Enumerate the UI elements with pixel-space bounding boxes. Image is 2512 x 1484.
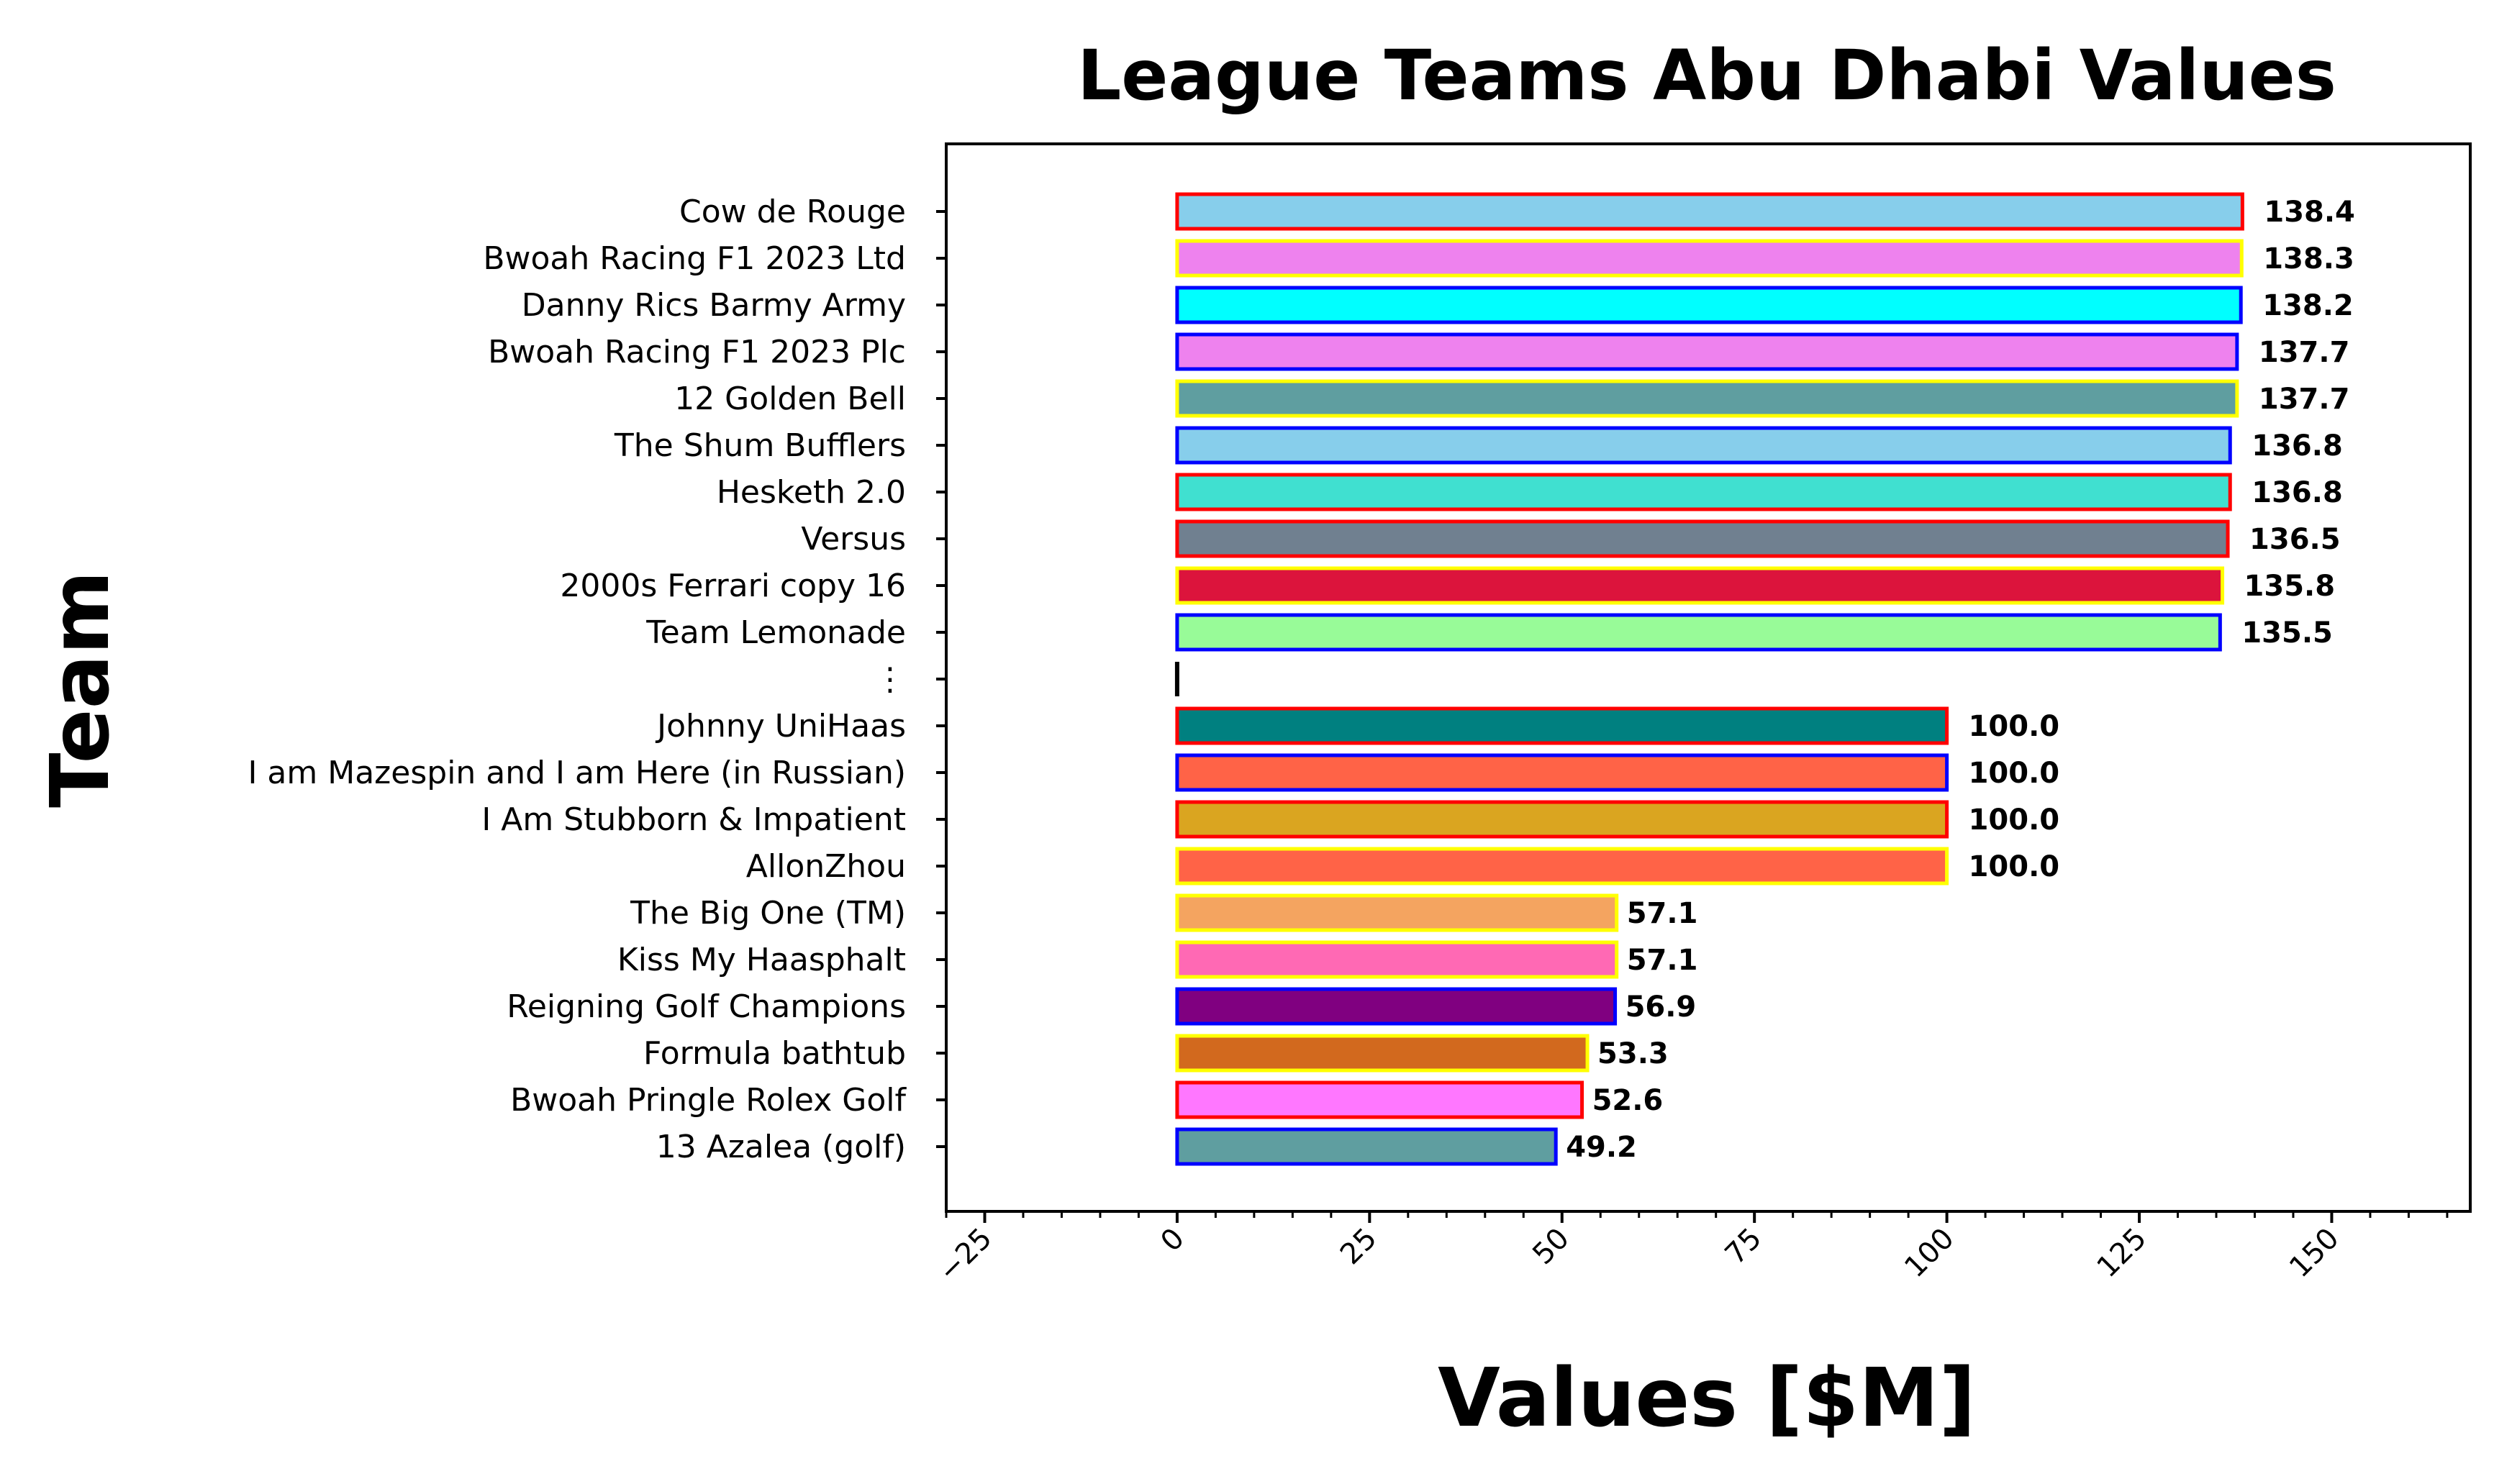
y-tick-label: Kiss My Haasphalt [617,942,906,978]
data-label: 137.7 [2259,383,2350,416]
data-label: 138.2 [2262,289,2354,322]
y-tick-label: Reigning Golf Champions [507,988,906,1025]
bar [1175,613,2222,652]
y-tick-label: I am Mazespin and I am Here (in Russian) [248,755,906,791]
bar [1175,1034,1590,1073]
y-tick-label: Cow de Rouge [679,194,906,230]
bar [1175,1127,1558,1166]
bar [1175,1080,1584,1119]
y-tick-label: Versus [801,521,906,557]
y-tick-label: Danny Rics Barmy Army [522,287,906,324]
ticks-layer: Cow de Rouge Bwoah Racing F1 2023 Ltd Dann… [248,194,2449,1288]
y-tick-label: Bwoah Racing F1 2023 Ltd [483,240,906,277]
x-tick-label: 125 [2091,1222,2154,1285]
y-tick-label: 2000s Ferrari copy 16 [560,568,906,604]
x-tick-label: 100 [1898,1222,1961,1285]
data-label: 57.1 [1627,897,1698,930]
data-label: 136.5 [2249,523,2341,556]
data-label: 100.0 [1969,757,2060,790]
bar [1175,940,1619,979]
data-label: 137.7 [2259,336,2350,369]
data-label: 56.9 [1625,991,1697,1024]
bar [1175,753,1949,792]
data-label: 100.0 [1969,850,2060,883]
data-label: 53.3 [1597,1037,1669,1070]
data-label: 138.3 [2263,242,2354,276]
data-label: 49.2 [1566,1131,1637,1164]
y-tick-label: The Big One (TM) [630,895,906,932]
bar [1175,800,1949,839]
y-tick-label: 12 Golden Bell [674,381,906,417]
bar [1175,893,1619,932]
data-label: 52.6 [1592,1084,1664,1117]
y-tick-label: Bwoah Pringle Rolex Golf [510,1082,907,1119]
bar [1175,239,2244,278]
x-tick-label: 150 [2283,1222,2346,1285]
data-label: 135.8 [2244,570,2336,603]
bar [1175,987,1618,1026]
data-label: 57.1 [1627,944,1698,977]
y-tick-label: Hesketh 2.0 [717,474,906,511]
y-tick-label: Bwoah Racing F1 2023 Plc [488,334,906,370]
chart-title: League Teams Abu Dhabi Values [1077,35,2336,116]
x-tick-label: −25 [932,1222,998,1288]
data-label: 138.4 [2264,196,2355,229]
x-tick-label: 75 [1719,1222,1769,1272]
y-tick-label: Team Lemonade [645,614,906,651]
data-label: 100.0 [1969,710,2060,743]
data-label: 136.8 [2252,429,2343,463]
x-tick-label: 50 [1526,1222,1576,1272]
bar [1175,519,2230,558]
bar [1175,847,1949,886]
y-tick-label: AllonZhou [746,848,906,885]
bar [1175,473,2232,511]
bars-layer: 138.4 138.3 138.2 137.7 137.7 136.8 136.8 136.5… [1174,192,2355,1166]
data-label: 135.5 [2241,616,2333,650]
y-tick-label: 13 Azalea (golf) [656,1129,906,1165]
bar [1175,379,2239,418]
x-axis-label: Values [$M] [1438,1352,1976,1445]
x-tick-label: 25 [1334,1222,1384,1272]
y-tick-label: ⋮ [874,661,906,698]
bar [1175,286,2243,324]
bar [1175,426,2232,465]
x-tick-label: 0 [1154,1222,1191,1259]
y-tick-label: Formula bathtub [643,1035,906,1072]
y-tick-label: Johnny UniHaas [655,708,906,745]
y-tick-label: I Am Stubborn & Impatient [481,801,906,838]
y-tick-label: The Shum Bufflers [614,427,906,464]
y-axis-label: Team [34,570,127,808]
bar [1175,192,2244,231]
bar [1175,706,1949,745]
data-label: 100.0 [1969,804,2060,837]
bar [1175,566,2225,605]
bar [1175,332,2239,371]
data-label: 136.8 [2252,476,2343,509]
